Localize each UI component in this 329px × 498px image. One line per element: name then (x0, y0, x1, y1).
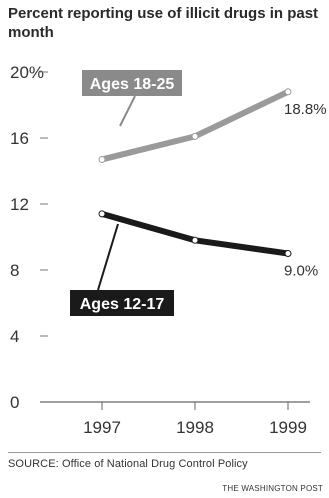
publisher-credit: THE WASHINGTON POST (222, 484, 323, 493)
y-tick-label: 20% (10, 63, 44, 82)
x-tick-label: 1999 (269, 418, 307, 437)
source-note: SOURCE: Office of National Drug Control … (8, 458, 248, 470)
x-tick-label: 1998 (176, 418, 214, 437)
data-point (191, 132, 199, 140)
y-tick-label: 16 (10, 129, 29, 148)
line-chart: 0 4 8 12 16 20% 1997 1998 1999 18.8% 9.0% Ages 18-2… (10, 63, 327, 437)
x-tick-label: 1997 (83, 418, 121, 437)
footer-divider (8, 452, 321, 453)
data-point (191, 236, 199, 244)
series-label-box (82, 70, 182, 96)
end-value-label: 18.8% (284, 101, 327, 118)
series-label: Ages 12-17 (80, 296, 165, 313)
end-value-label: 9.0% (284, 263, 318, 280)
y-tick-label: 12 (10, 195, 29, 214)
series-label: Ages 18-25 (90, 76, 175, 93)
data-point (98, 155, 106, 163)
data-point (284, 250, 292, 257)
series-line (99, 210, 291, 257)
y-tick-label: 4 (10, 327, 19, 346)
data-point (284, 88, 292, 96)
series-line (99, 88, 291, 163)
y-tick-label: 0 (10, 393, 19, 412)
series-label-pointer (119, 95, 136, 127)
chart-title: Percent reporting use of illicit drugs i… (8, 5, 319, 41)
y-tick-label: 8 (10, 261, 19, 280)
series-label-pointer (97, 223, 119, 291)
data-point (98, 210, 106, 218)
series-label-box (70, 290, 174, 316)
